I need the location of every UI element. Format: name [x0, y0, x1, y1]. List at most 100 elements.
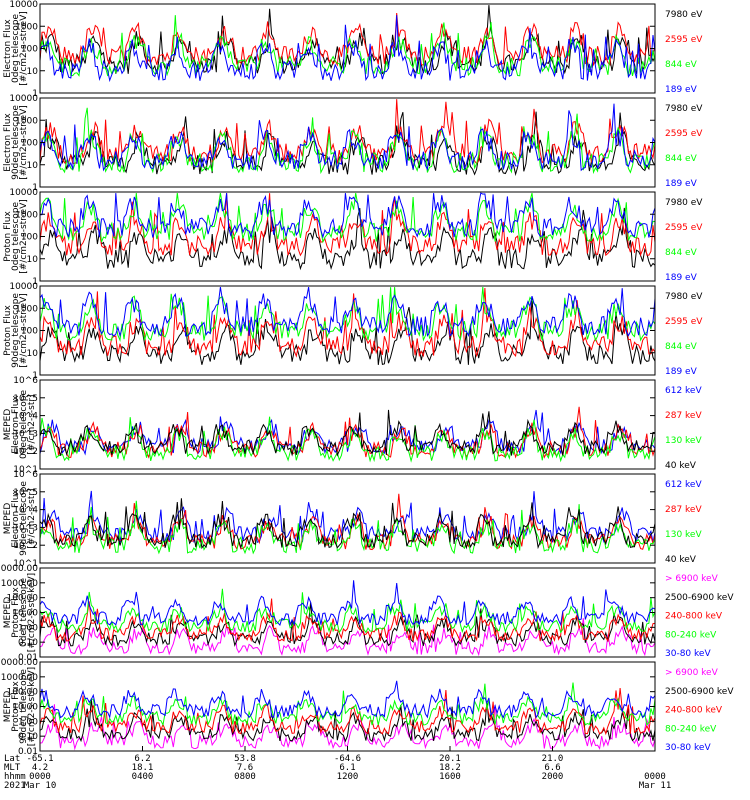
y-axis-label: Proton Flux	[11, 681, 21, 732]
y-tick-label: 10000	[9, 282, 38, 292]
y-tick-label: 10000	[9, 94, 38, 104]
series-line-4-4	[39, 287, 656, 338]
x-tick-label: 0000	[644, 772, 666, 782]
series-line-5-3	[39, 416, 656, 463]
legend-entry: 240-800 keV	[665, 706, 723, 716]
series-line-6-2	[39, 493, 656, 551]
series-line-7-3	[39, 598, 656, 643]
y-axis-label: 90deg telescope	[19, 669, 29, 744]
y-tick-label: 10^4	[13, 412, 38, 422]
legend-entry: 2595 eV	[665, 223, 703, 233]
x-tick-label: 6.1	[339, 763, 355, 773]
series-line-8-3	[39, 688, 656, 736]
y-tick-label: 0.10	[18, 638, 38, 648]
legend-entry: 130 keV	[665, 530, 702, 540]
y-tick-label: 10	[27, 255, 39, 265]
legend-entry: 7980 eV	[665, 292, 703, 302]
y-tick-label: 10^1	[13, 465, 38, 475]
legend-entry: 189 eV	[665, 179, 698, 189]
x-tick-label: 7.6	[237, 763, 253, 773]
x-tick-label: 0000	[29, 772, 51, 782]
y-tick-label: 10	[27, 161, 39, 171]
legend-entry: 40 keV	[665, 461, 697, 471]
legend-entry: 2595 eV	[665, 317, 703, 327]
y-tick-label: 10^1	[13, 559, 38, 569]
y-tick-label: 1000.00	[1, 673, 38, 683]
x-tick-label: -65.1	[26, 754, 53, 764]
x-tick-label: 53.8	[234, 754, 256, 764]
series-line-3-2	[39, 193, 656, 257]
y-axis-label: Electron Flux	[11, 395, 21, 454]
y-axis-label: Electron Flux	[3, 113, 13, 172]
y-tick-label: 10^2	[13, 447, 38, 457]
legend-entry: 844 eV	[665, 248, 698, 258]
y-axis-label: 0deg telescope	[11, 202, 21, 272]
legend-entry: 7980 eV	[665, 104, 703, 114]
y-tick-label: 10.00	[12, 609, 38, 619]
y-tick-label: 10.00	[12, 703, 38, 713]
legend-entry: 844 eV	[665, 154, 698, 164]
x-tick-label: 0800	[234, 772, 256, 782]
x-tick-label: Mar 10	[24, 781, 57, 791]
legend-entry: 612 keV	[665, 386, 702, 396]
x-tick-label: Mar 11	[639, 781, 672, 791]
y-tick-label: 10^6	[13, 470, 38, 480]
x-tick-label: 2000	[542, 772, 564, 782]
x-tick-label: -64.6	[334, 754, 361, 764]
x-tick-label: 6.6	[544, 763, 560, 773]
series-line-2-1	[39, 111, 656, 177]
series-line-7-1	[39, 618, 656, 657]
x-tick-label: 18.1	[132, 763, 154, 773]
x-axis-row-label: 2021	[4, 781, 26, 791]
x-tick-label: 1200	[337, 772, 359, 782]
y-tick-label: 10000.00	[0, 658, 38, 668]
legend-entry: 844 eV	[665, 342, 698, 352]
series-line-1-1	[39, 5, 656, 76]
series-line-2-4	[39, 103, 656, 172]
y-tick-label: 1	[32, 371, 38, 381]
series-line-8-4	[39, 682, 656, 727]
y-tick-label: 10	[27, 349, 39, 359]
x-tick-label: 6.2	[134, 754, 150, 764]
y-tick-label: 10^4	[13, 506, 38, 516]
y-axis-label: 90deg telescope	[11, 293, 21, 368]
y-axis-label: [#/cm2-s-str-eV]	[19, 105, 29, 180]
legend-entry: > 6900 keV	[665, 574, 719, 584]
flux-panel-8: 0.01 0.10 1.00 10.00 100.00 1000.00 10000.00 ME…	[0, 658, 734, 757]
legend-entry: 189 eV	[665, 367, 698, 377]
y-tick-label: 1	[32, 277, 38, 287]
panel-frame	[39, 473, 656, 564]
flux-panel-7: 0.01 0.10 1.00 10.00 100.00 1000.00 10000.00 ME…	[0, 564, 734, 663]
y-axis-label: [#/cm2-s-str-eV]	[19, 199, 29, 274]
y-tick-label: 1.00	[18, 717, 38, 727]
legend-entry: 80-240 keV	[665, 630, 717, 640]
legend-entry: 189 eV	[665, 85, 698, 95]
y-tick-label: 1.00	[18, 623, 38, 633]
legend-entry: 287 keV	[665, 411, 702, 421]
legend-entry: 612 keV	[665, 480, 702, 490]
legend-entry: 7980 eV	[665, 198, 703, 208]
x-tick-label: 0400	[132, 772, 154, 782]
y-tick-label: 1	[32, 89, 38, 99]
legend-entry: 2500-6900 keV	[665, 593, 734, 603]
legend-entry: 240-800 keV	[665, 612, 723, 622]
y-tick-label: 10^3	[13, 523, 38, 533]
legend-entry: 30-80 keV	[665, 649, 711, 659]
y-axis-label: [#/cm2-s-str-eV]	[19, 11, 29, 86]
y-axis-label: 0deg telescope	[11, 14, 21, 84]
x-axis-row-label: hhmm	[4, 772, 26, 782]
y-tick-label: 10^3	[13, 429, 38, 439]
y-tick-label: 10^6	[13, 376, 38, 386]
legend-entry: 189 eV	[665, 273, 698, 283]
y-axis-label: [#/cm2-s-str-keV]	[27, 573, 37, 652]
y-tick-label: 100	[21, 233, 38, 243]
series-line-3-4	[39, 192, 656, 240]
